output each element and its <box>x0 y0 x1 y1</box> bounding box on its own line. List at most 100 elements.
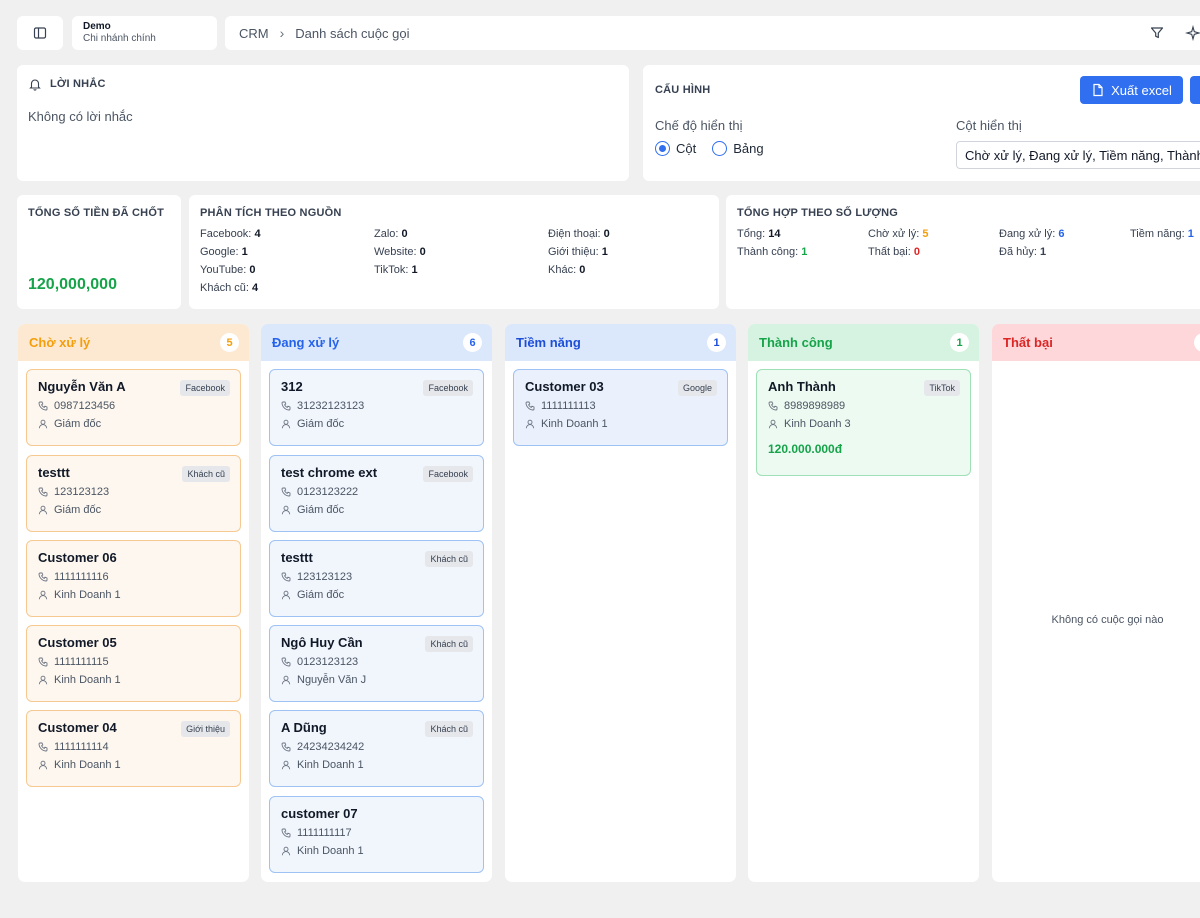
phone-icon <box>768 401 778 411</box>
radio-column[interactable] <box>655 141 670 156</box>
sparkle-icon[interactable] <box>1185 25 1200 41</box>
config-title: CẤU HÌNH <box>655 84 711 96</box>
phone-number: 31232123123 <box>297 400 365 412</box>
phone-number: 1111111117 <box>297 827 352 839</box>
assignee-name: Kinh Doanh 1 <box>54 759 121 771</box>
source-item: YouTube: 0 <box>200 264 374 276</box>
phone-number: 123123123 <box>297 571 353 583</box>
call-card-assignee: Kinh Doanh 3 <box>768 418 959 430</box>
source-label: TikTok: <box>374 264 409 276</box>
breadcrumb-current: Danh sách cuộc gọi <box>295 25 410 41</box>
call-card[interactable]: Ngô Huy Cần Khách cũ 0123123123 Nguyễn Văn … <box>269 625 484 702</box>
call-card[interactable]: testtt Khách cũ 123123123 Giám đốc <box>26 455 241 532</box>
source-tag: Khách cũ <box>425 636 473 652</box>
call-card[interactable]: Customer 03 Google 1111111113 Kinh Doanh 1 <box>513 369 728 446</box>
source-value: 0 <box>603 228 610 240</box>
chevron-right-icon: › <box>279 25 285 41</box>
source-value: 1 <box>241 246 248 258</box>
display-mode-label: Chế độ hiển thị <box>655 118 743 133</box>
reminder-title: LỜI NHẮC <box>50 78 106 90</box>
user-icon <box>38 590 48 600</box>
source-label: Khách cũ: <box>200 282 249 294</box>
summary-label: Chờ xử lý: <box>868 228 920 240</box>
total-amount-title: TỔNG SỐ TIỀN ĐÃ CHỐT <box>28 207 164 219</box>
call-card[interactable]: customer 07 1111111117 Kinh Doanh 1 <box>269 796 484 873</box>
phone-number: 123123123 <box>54 486 110 498</box>
source-tag: Facebook <box>180 380 230 396</box>
source-item: Giới thiệu: 1 <box>548 246 722 258</box>
call-card-assignee: Giám đốc <box>281 589 472 601</box>
source-label: Google: <box>200 246 239 258</box>
total-amount-panel: TỔNG SỐ TIỀN ĐÃ CHỐT 120,000,000 <box>17 195 181 309</box>
call-card[interactable]: 312 Facebook 31232123123 Giám đốc <box>269 369 484 446</box>
source-label: Zalo: <box>374 228 399 240</box>
radio-table[interactable] <box>712 141 728 156</box>
column-count-badge: 1 <box>950 333 969 352</box>
summary-value: 14 <box>768 228 781 240</box>
call-card[interactable]: Customer 06 1111111116 Kinh Doanh 1 <box>26 540 241 617</box>
call-card[interactable]: Anh Thành TikTok 8989898989 Kinh Doanh 3 120… <box>756 369 971 476</box>
branch-selector[interactable]: Demo Chi nhánh chính <box>72 16 217 50</box>
source-item: Điện thoại: 0 <box>548 228 722 240</box>
call-card-phone: 1111111116 <box>38 571 229 583</box>
column-header: Tiềm năng 1 <box>505 324 736 361</box>
visible-columns-select[interactable]: Chờ xử lý, Đang xử lý, Tiềm năng, Thành … <box>956 141 1200 169</box>
total-amount-value: 120,000,000 <box>28 276 117 293</box>
display-mode-radio-group: Cột Bảng <box>655 141 764 156</box>
breadcrumb-root[interactable]: CRM <box>239 25 269 41</box>
phone-icon <box>281 657 291 667</box>
source-label: Khác: <box>548 264 577 276</box>
call-card[interactable]: testtt Khách cũ 123123123 Giám đốc <box>269 540 484 617</box>
branch-name: Demo <box>83 21 111 32</box>
config-panel: CẤU HÌNH Xuất excel Chế độ hiển thị Cột … <box>643 65 1200 181</box>
column-count-badge: 0 <box>1194 333 1200 352</box>
call-card-name: Nguyễn Văn A <box>38 379 126 394</box>
call-card-name: A Dũng <box>281 720 327 735</box>
visible-columns-label: Cột hiển thị <box>956 118 1022 133</box>
bell-icon <box>29 79 41 91</box>
user-icon <box>38 419 48 429</box>
summary-title: TỔNG HỢP THEO SỐ LƯỢNG <box>737 207 899 219</box>
secondary-action-button[interactable] <box>1190 76 1200 104</box>
call-card-name: Anh Thành <box>768 379 836 394</box>
export-excel-button[interactable]: Xuất excel <box>1080 76 1183 104</box>
call-card-assignee: Kinh Doanh 1 <box>281 845 472 857</box>
call-card[interactable]: test chrome ext Facebook 0123123222 Giám đố… <box>269 455 484 532</box>
call-card[interactable]: Nguyễn Văn A Facebook 0987123456 Giám đốc <box>26 369 241 446</box>
source-value: 1 <box>601 246 608 258</box>
phone-icon <box>281 572 291 582</box>
call-card-phone: 0123123222 <box>281 486 472 498</box>
source-tag: Facebook <box>423 380 473 396</box>
filter-icon[interactable] <box>1149 25 1165 41</box>
call-card-assignee: Nguyễn Văn J <box>281 674 472 686</box>
column-count-badge: 6 <box>463 333 482 352</box>
call-card[interactable]: A Dũng Khách cũ 24234234242 Kinh Doanh 1 <box>269 710 484 787</box>
call-card[interactable]: Customer 05 1111111115 Kinh Doanh 1 <box>26 625 241 702</box>
call-card-assignee: Kinh Doanh 1 <box>38 759 229 771</box>
column-title: Thất bại <box>1003 335 1053 350</box>
summary-item: Chờ xử lý: 5 <box>868 228 999 240</box>
source-value: 0 <box>579 264 586 276</box>
user-icon <box>281 760 291 770</box>
phone-icon <box>38 487 48 497</box>
column-title: Thành công <box>759 335 833 350</box>
call-card-name: Ngô Huy Cần <box>281 635 363 650</box>
source-label: Điện thoại: <box>548 228 601 240</box>
sidebar-toggle-button[interactable] <box>17 16 63 50</box>
call-card-name: Customer 05 <box>38 635 117 650</box>
source-item: Zalo: 0 <box>374 228 548 240</box>
call-card-assignee: Giám đốc <box>38 504 229 516</box>
call-card-name: testtt <box>281 550 313 565</box>
export-excel-label: Xuất excel <box>1111 82 1172 98</box>
call-card-phone: 24234234242 <box>281 741 472 753</box>
call-card[interactable]: Customer 04 Giới thiệu 1111111114 Kinh Doan… <box>26 710 241 787</box>
breadcrumb: CRM › Danh sách cuộc gọi <box>225 16 1200 50</box>
source-item: TikTok: 1 <box>374 264 548 276</box>
column-header: Chờ xử lý 5 <box>18 324 249 361</box>
kanban-column: Đang xử lý 6 312 Facebook 31232123123 Giám đố… <box>261 324 492 882</box>
call-card-assignee: Kinh Doanh 1 <box>38 589 229 601</box>
user-icon <box>281 419 291 429</box>
summary-value: 0 <box>913 246 920 258</box>
source-tag: Facebook <box>423 466 473 482</box>
reminder-panel: LỜI NHẮC Không có lời nhắc <box>17 65 629 181</box>
